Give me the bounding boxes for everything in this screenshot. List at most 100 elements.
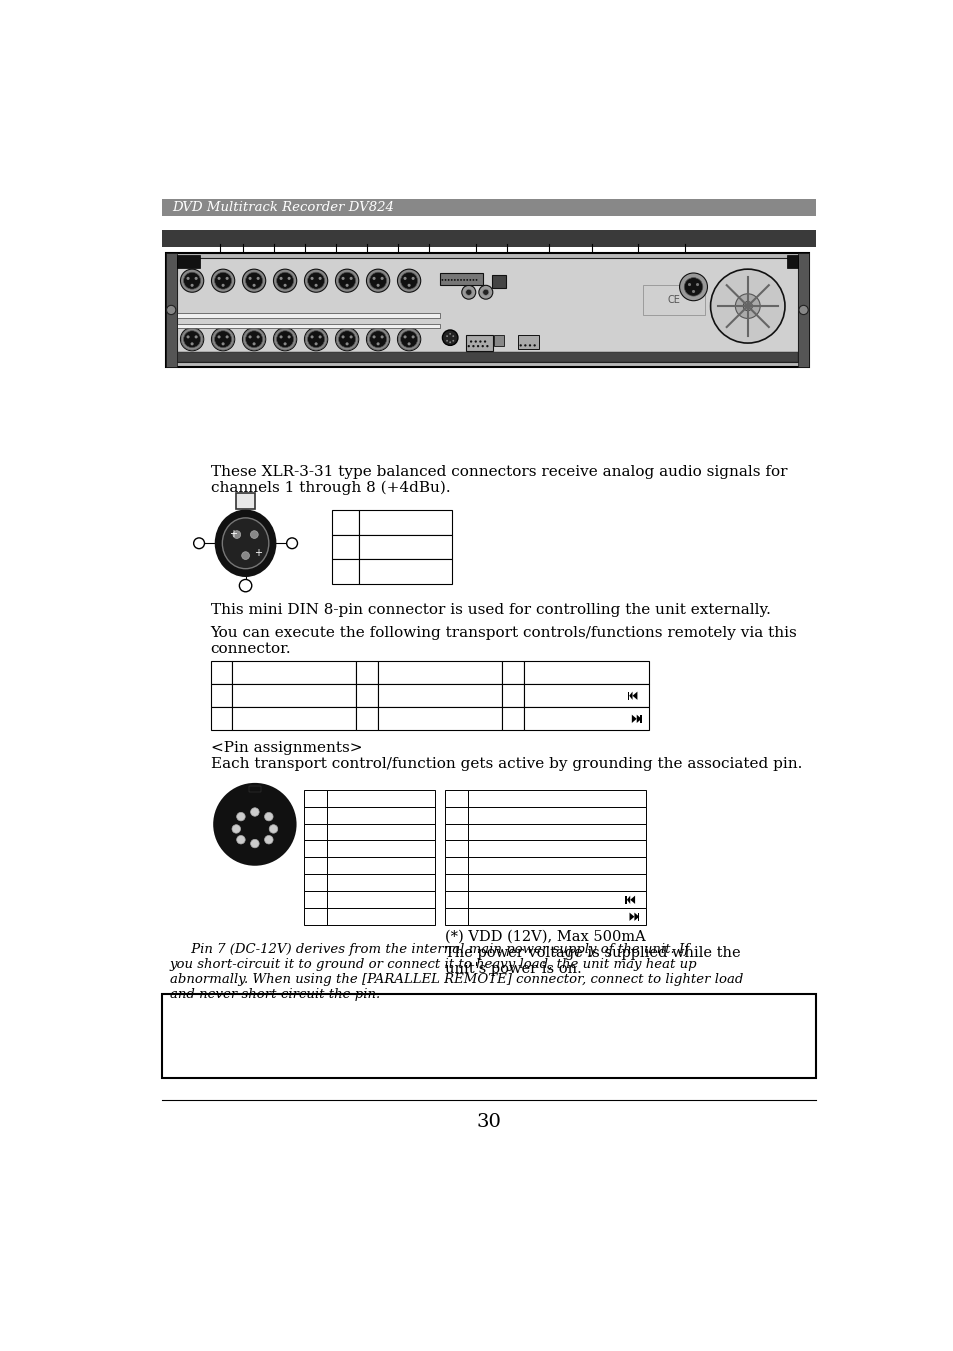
Circle shape (307, 331, 324, 347)
Circle shape (482, 289, 488, 296)
Circle shape (446, 340, 448, 342)
Bar (624, 896, 626, 904)
Bar (236, 493, 254, 508)
Circle shape (456, 280, 458, 281)
Circle shape (467, 345, 470, 347)
Bar (523, 684, 648, 708)
Circle shape (236, 812, 245, 821)
Bar (468, 824, 645, 840)
Bar (211, 684, 233, 708)
Bar (444, 858, 468, 874)
Bar (444, 807, 468, 824)
Bar (501, 684, 523, 708)
Circle shape (400, 331, 417, 347)
Bar (468, 892, 645, 908)
Circle shape (345, 284, 348, 286)
Bar (162, 199, 815, 216)
Bar (444, 824, 468, 840)
Bar (303, 840, 327, 858)
Circle shape (449, 342, 451, 343)
Bar (327, 908, 435, 925)
Circle shape (214, 331, 232, 347)
Circle shape (533, 345, 536, 347)
Circle shape (403, 335, 406, 339)
Bar (642, 285, 704, 315)
Circle shape (369, 331, 386, 347)
Polygon shape (630, 896, 635, 904)
Circle shape (735, 293, 760, 319)
Circle shape (463, 280, 464, 281)
Circle shape (167, 305, 175, 315)
Circle shape (242, 328, 266, 351)
Circle shape (183, 273, 200, 289)
Circle shape (366, 269, 390, 292)
Ellipse shape (216, 511, 274, 576)
Bar (468, 807, 645, 824)
Bar (637, 912, 639, 921)
Bar (211, 708, 233, 731)
Circle shape (683, 277, 702, 296)
Bar (359, 559, 452, 584)
Circle shape (528, 345, 531, 347)
Bar (303, 874, 327, 892)
Bar (523, 708, 648, 731)
Text: +: + (229, 530, 237, 539)
Circle shape (276, 331, 294, 347)
Text: Pin 7 (DC-12V) derives from the internal main power supply of the unit. If
you s: Pin 7 (DC-12V) derives from the internal… (170, 943, 742, 1001)
Circle shape (180, 328, 204, 351)
Circle shape (287, 335, 291, 339)
Circle shape (452, 340, 454, 342)
Circle shape (256, 277, 259, 280)
Circle shape (269, 824, 277, 834)
Circle shape (318, 335, 321, 339)
Circle shape (470, 340, 472, 343)
Text: +: + (253, 547, 262, 558)
Bar (377, 684, 501, 708)
Circle shape (253, 284, 255, 286)
Circle shape (483, 340, 486, 343)
Circle shape (446, 335, 448, 336)
Text: (*) VDD (12V), Max 500mA
The power voltage is supplied while the
unit's power is: (*) VDD (12V), Max 500mA The power volta… (444, 929, 740, 977)
Bar (444, 840, 468, 858)
Circle shape (465, 289, 472, 296)
Circle shape (286, 538, 297, 549)
Circle shape (279, 335, 282, 339)
Bar (627, 692, 629, 700)
Circle shape (349, 335, 353, 339)
Circle shape (478, 340, 481, 343)
Circle shape (519, 345, 521, 347)
Bar (523, 661, 648, 684)
Circle shape (191, 342, 193, 346)
Bar (468, 874, 645, 892)
Text: DVD Multitrack Recorder DV824: DVD Multitrack Recorder DV824 (172, 201, 394, 213)
Bar (356, 684, 377, 708)
Circle shape (466, 280, 468, 281)
Polygon shape (636, 715, 641, 723)
Circle shape (407, 284, 410, 286)
Circle shape (194, 277, 197, 280)
Bar (332, 511, 359, 535)
Circle shape (212, 269, 234, 292)
Circle shape (241, 551, 249, 559)
Ellipse shape (222, 517, 269, 569)
Circle shape (279, 277, 282, 280)
Bar (494, 335, 503, 346)
Circle shape (307, 273, 324, 289)
Circle shape (341, 335, 344, 339)
Bar (176, 254, 199, 269)
Circle shape (221, 284, 224, 286)
Circle shape (212, 328, 234, 351)
Circle shape (187, 277, 190, 280)
Circle shape (451, 280, 452, 281)
Circle shape (523, 345, 526, 347)
Bar (176, 324, 439, 328)
Circle shape (217, 277, 220, 280)
Text: These XLR-3-31 type balanced connectors receive analog audio signals for
channel: These XLR-3-31 type balanced connectors … (211, 465, 786, 496)
Bar (327, 824, 435, 840)
Text: Each transport control/function gets active by grounding the associated pin.: Each transport control/function gets act… (211, 758, 801, 771)
Bar (303, 892, 327, 908)
Bar (233, 661, 356, 684)
Bar (233, 684, 356, 708)
Circle shape (442, 330, 457, 346)
Circle shape (276, 273, 294, 289)
